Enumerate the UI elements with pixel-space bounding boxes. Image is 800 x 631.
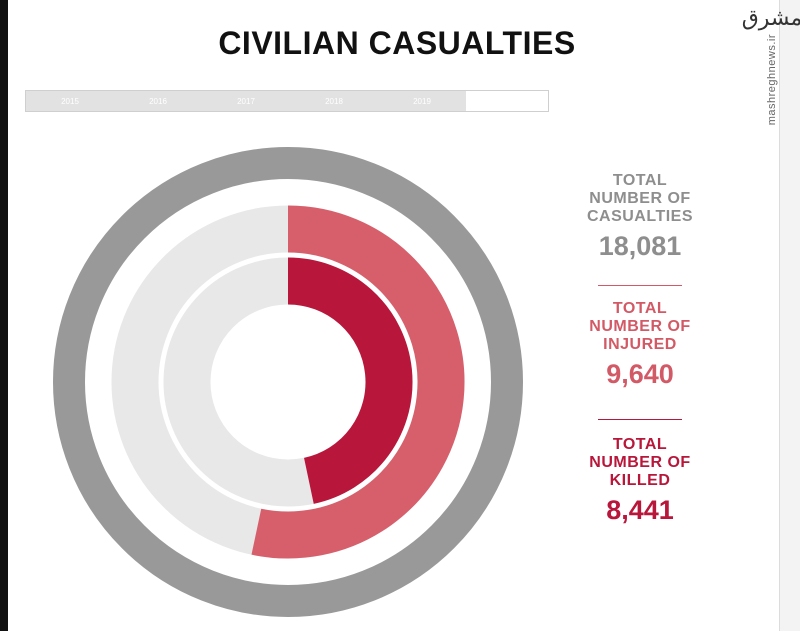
stat-divider-1 [598, 285, 682, 286]
year-tab-2016[interactable]: 2016 [114, 91, 202, 111]
stat-casualties-label: TOTAL NUMBER OF CASUALTIES [570, 172, 710, 226]
stat-injured-label-line-3: INJURED [603, 336, 677, 353]
year-tab-2018[interactable]: 2018 [290, 91, 378, 111]
stat-casualties-label-line-1: TOTAL [612, 172, 668, 189]
stat-casualties-label-line-2: NUMBER OF [589, 190, 691, 207]
stat-divider-2 [598, 419, 682, 420]
ring-casualties [53, 147, 523, 617]
stat-casualties-value: 18,081 [598, 231, 682, 261]
watermark: ﻣﺸﺮﻕ mashreghnews.ir [742, 8, 800, 126]
ring-killed-arc [287, 257, 413, 504]
year-tab-active[interactable] [466, 91, 548, 111]
stat-killed: TOTAL NUMBER OF KILLED 8,441 [570, 436, 710, 526]
stat-killed-label: TOTAL NUMBER OF KILLED [570, 436, 710, 490]
ring-injured-arc [251, 205, 465, 559]
stat-killed-label-line-3: KILLED [609, 472, 671, 489]
stat-injured-value: 9,640 [606, 359, 674, 389]
stat-injured: TOTAL NUMBER OF INJURED 9,640 [570, 300, 710, 390]
watermark-logo: ﻣﺸﺮﻕ [741, 6, 800, 31]
stat-casualties: TOTAL NUMBER OF CASUALTIES 18,081 [570, 172, 710, 262]
stat-injured-label-line-2: NUMBER OF [589, 318, 691, 335]
year-tab-2017[interactable]: 2017 [202, 91, 290, 111]
stat-killed-label-line-2: NUMBER OF [589, 454, 691, 471]
year-tab-bar: 2015 2016 2017 2018 2019 [25, 90, 549, 112]
stat-casualties-label-line-3: CASUALTIES [586, 208, 694, 225]
year-tab-2015[interactable]: 2015 [26, 91, 114, 111]
stat-killed-value: 8,441 [606, 495, 674, 525]
chart-title: CIVILIAN CASUALTIES [218, 25, 576, 61]
window-frame-left [0, 0, 8, 631]
stat-injured-label-line-1: TOTAL [612, 300, 668, 317]
stat-injured-label: TOTAL NUMBER OF INJURED [570, 300, 710, 354]
window-frame-right [779, 0, 800, 631]
stat-killed-label-line-1: TOTAL [612, 436, 668, 453]
year-tab-2019[interactable]: 2019 [378, 91, 466, 111]
